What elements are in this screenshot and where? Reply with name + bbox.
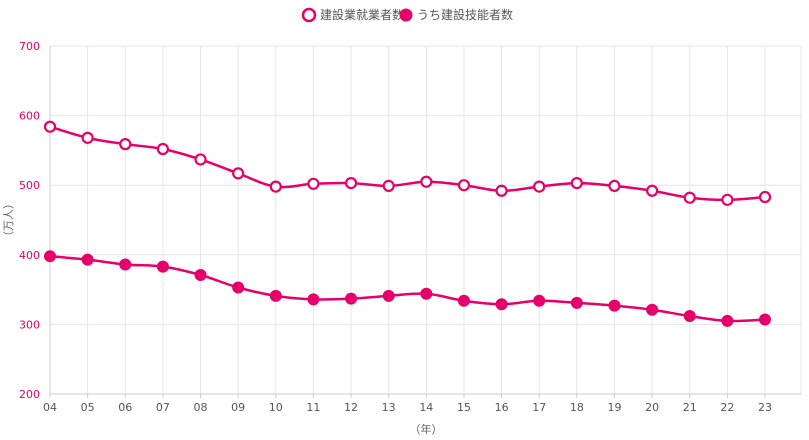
y-tick-label: 200: [19, 388, 40, 401]
y-tick-label: 400: [19, 249, 40, 262]
data-point[interactable]: [232, 167, 245, 180]
y-axis-ticks: 200 300 400 500 600 700: [19, 40, 40, 401]
x-tick-label: 16: [495, 401, 509, 414]
data-point[interactable]: [608, 299, 621, 312]
x-tick-label: 19: [607, 401, 621, 414]
x-axis-ticks: 04 05 06 07 08 09 10 11 12 13 14 15 16 17 18 19 20 21 22 23: [43, 394, 772, 414]
data-point[interactable]: [382, 289, 395, 302]
data-point[interactable]: [156, 260, 169, 273]
x-tick-label: 07: [156, 401, 170, 414]
data-point[interactable]: [307, 177, 320, 190]
data-point[interactable]: [646, 303, 659, 316]
data-point[interactable]: [457, 179, 471, 192]
x-tick-label: 18: [570, 401, 584, 414]
data-point[interactable]: [420, 175, 433, 188]
x-tick-label: 05: [81, 401, 95, 414]
x-tick-label: 21: [683, 401, 697, 414]
x-tick-label: 23: [758, 401, 772, 414]
x-tick-label: 11: [306, 401, 320, 414]
data-point[interactable]: [721, 193, 734, 206]
legend: 建設業就業者数 うち建設技能者数: [301, 7, 513, 23]
legend-label-employed: 建設業就業者数: [320, 7, 404, 22]
legend-marker-employed: [301, 7, 317, 23]
data-point[interactable]: [44, 250, 56, 263]
x-tick-label: 15: [457, 401, 471, 414]
x-tick-label: 09: [231, 401, 245, 414]
data-point[interactable]: [683, 310, 696, 323]
data-point[interactable]: [570, 296, 583, 309]
y-tick-label: 700: [19, 40, 40, 53]
data-point[interactable]: [457, 294, 470, 307]
data-point[interactable]: [683, 191, 696, 204]
data-point[interactable]: [269, 180, 282, 193]
data-point[interactable]: [194, 268, 207, 281]
legend-marker-skilled: [399, 8, 413, 22]
data-point[interactable]: [81, 131, 94, 144]
data-point[interactable]: [119, 138, 132, 151]
x-tick-label: 10: [269, 401, 283, 414]
x-tick-label: 17: [532, 401, 546, 414]
data-point[interactable]: [759, 313, 771, 326]
y-axis-label: （万人）: [2, 198, 15, 242]
data-point[interactable]: [758, 190, 772, 204]
x-tick-label: 12: [344, 401, 358, 414]
data-point[interactable]: [495, 298, 508, 311]
data-point[interactable]: [344, 177, 358, 190]
data-point[interactable]: [570, 177, 583, 190]
data-point[interactable]: [533, 294, 546, 307]
y-tick-label: 500: [19, 179, 40, 192]
data-point[interactable]: [156, 142, 169, 156]
data-point[interactable]: [420, 287, 433, 300]
data-point[interactable]: [533, 180, 546, 193]
data-point[interactable]: [307, 293, 320, 306]
data-point[interactable]: [232, 281, 245, 294]
data-point[interactable]: [194, 153, 207, 166]
gridlines: [49, 45, 802, 395]
x-tick-label: 13: [382, 401, 396, 414]
x-axis-label: （年）: [410, 422, 443, 436]
x-tick-label: 20: [645, 401, 659, 414]
y-tick-label: 300: [19, 318, 40, 331]
x-tick-label: 22: [720, 401, 734, 414]
x-tick-label: 06: [118, 401, 132, 414]
legend-label-skilled: うち建設技能者数: [417, 7, 513, 22]
data-point[interactable]: [382, 179, 395, 192]
data-point[interactable]: [345, 292, 358, 305]
data-point[interactable]: [269, 289, 282, 302]
data-point[interactable]: [646, 184, 659, 197]
y-tick-label: 600: [19, 110, 40, 123]
data-point[interactable]: [495, 184, 508, 197]
x-tick-label: 08: [194, 401, 208, 414]
data-point[interactable]: [608, 179, 621, 192]
data-point[interactable]: [81, 253, 94, 266]
x-tick-label: 14: [419, 401, 433, 414]
data-point[interactable]: [43, 120, 57, 133]
series-group: [43, 120, 772, 327]
data-point[interactable]: [119, 258, 132, 271]
data-point[interactable]: [721, 314, 734, 327]
x-tick-label: 04: [43, 401, 57, 414]
